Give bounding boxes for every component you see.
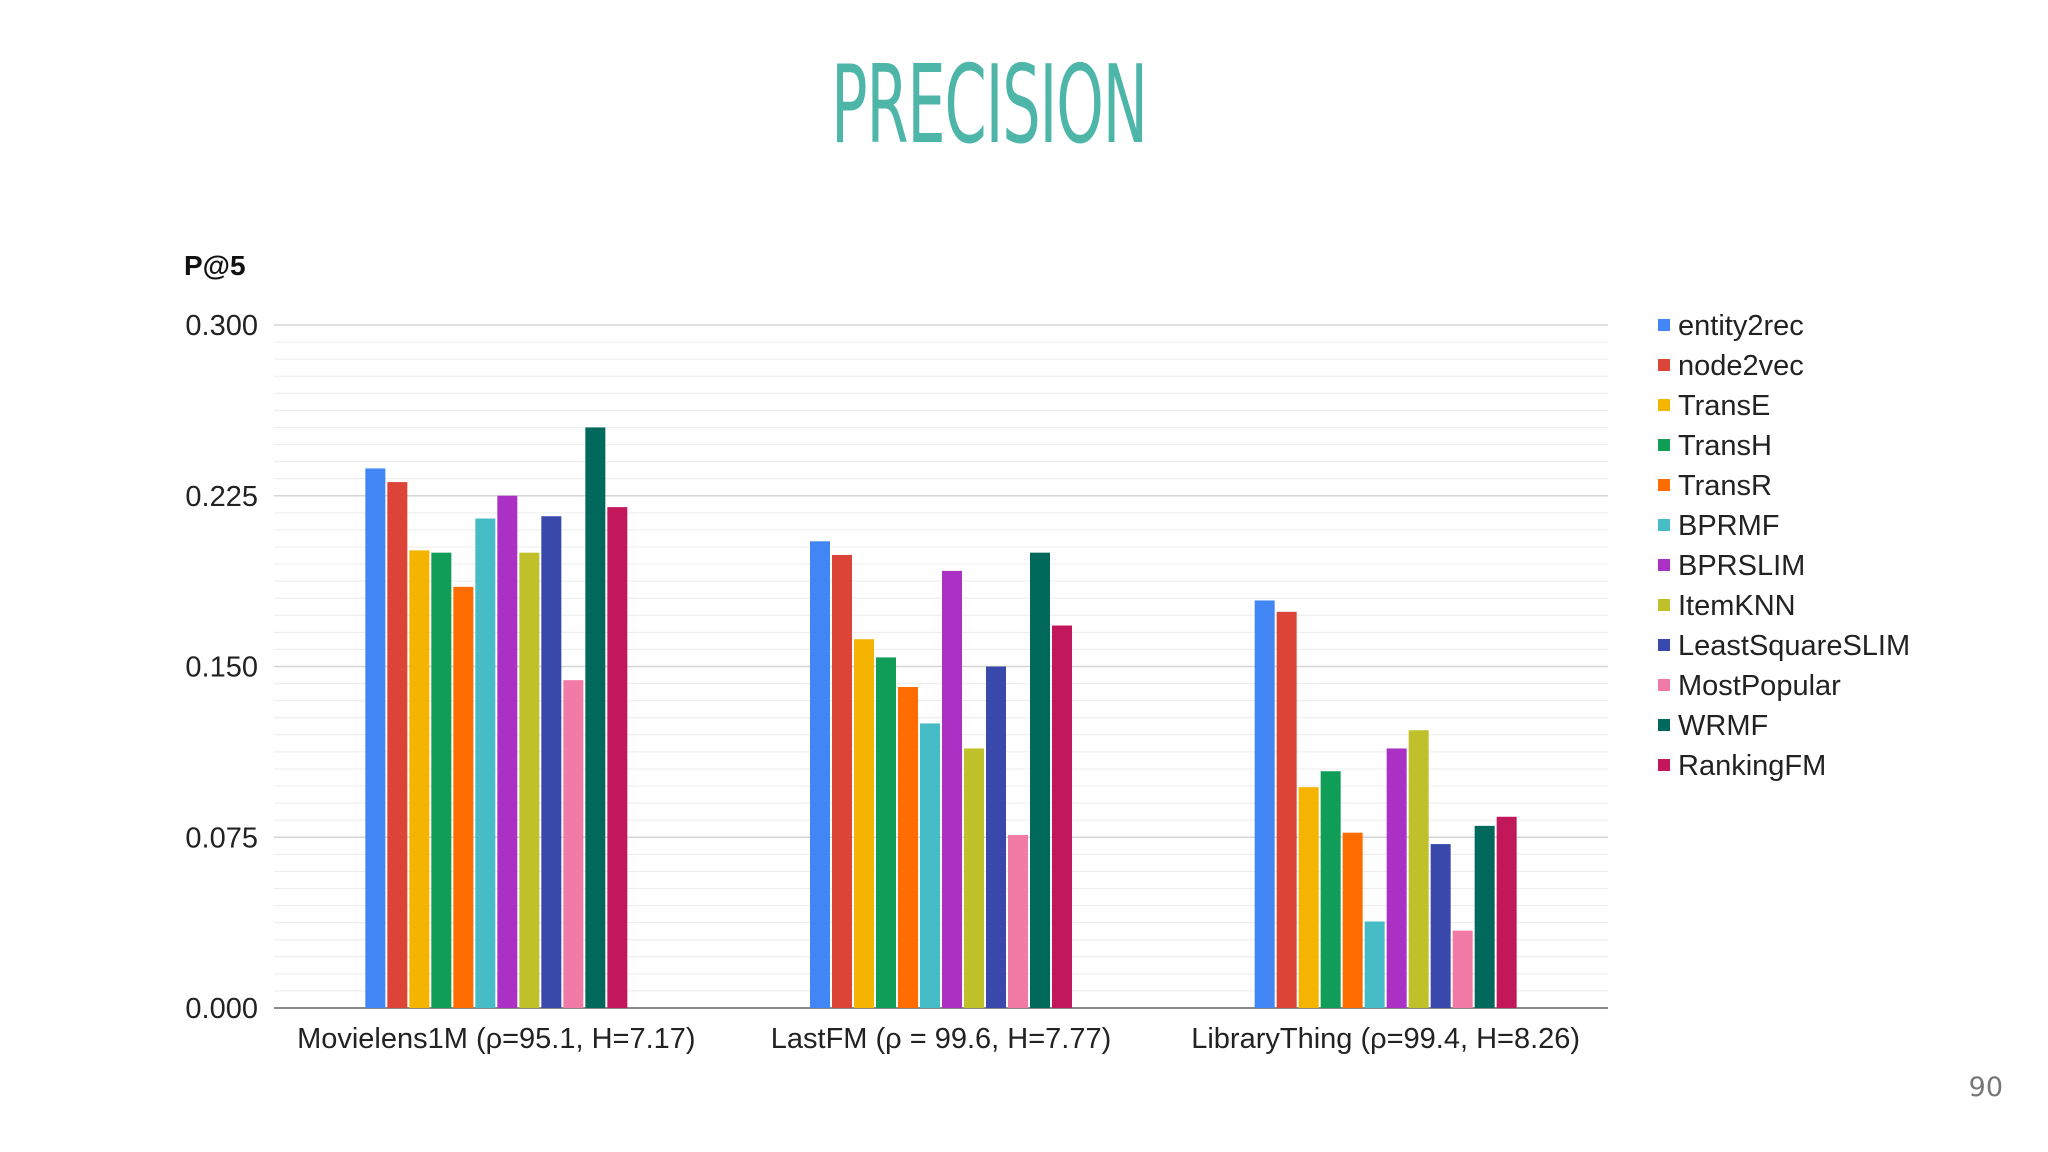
bar-bprslim — [1386, 748, 1407, 1008]
bar-transe — [854, 639, 874, 1008]
bar-transh — [1320, 771, 1341, 1008]
bar-transr — [1342, 832, 1363, 1008]
bar-wrmf — [1030, 552, 1050, 1008]
y-tick-label: 0.300 — [185, 310, 258, 342]
legend-label: node2vec — [1678, 350, 1804, 382]
legend-label: MostPopular — [1678, 670, 1841, 702]
legend-label: WRMF — [1678, 710, 1768, 742]
bar-transe — [409, 550, 430, 1008]
legend-label: BPRSLIM — [1678, 550, 1805, 582]
bar-entity2rec — [810, 541, 830, 1008]
bar-bprmf — [475, 518, 496, 1008]
legend-swatch — [1658, 439, 1670, 451]
bar-wrmf — [585, 427, 606, 1008]
bar-leastsquareslim — [541, 516, 562, 1008]
bar-entity2rec — [1254, 600, 1275, 1008]
bar-transh — [431, 552, 452, 1008]
legend-swatch — [1658, 559, 1670, 571]
bar-mostpopular — [1008, 834, 1028, 1008]
bar-entity2rec — [365, 468, 386, 1008]
y-tick-label: 0.225 — [185, 481, 258, 513]
bar-transr — [453, 586, 474, 1008]
y-axis-title: P@5 — [184, 250, 246, 281]
bar-bprslim — [942, 570, 962, 1008]
page-number: 90 — [1968, 1072, 2003, 1103]
legend-swatch — [1658, 639, 1670, 651]
slide-title: PRECISION — [831, 43, 1148, 168]
legend-swatch — [1658, 599, 1670, 611]
legend-label: ItemKNN — [1678, 590, 1796, 622]
bar-bprslim — [497, 495, 518, 1008]
legend-swatch — [1658, 359, 1670, 371]
bar-itemknn — [1408, 730, 1429, 1008]
bar-node2vec — [1276, 611, 1297, 1008]
x-axis-category-labels: Movielens1M (ρ=95.1, H=7.17) LastFM (ρ = … — [297, 1023, 1580, 1055]
legend-swatch — [1658, 679, 1670, 691]
legend-label: BPRMF — [1678, 510, 1780, 542]
bar-bprmf — [1364, 921, 1385, 1008]
legend-swatch — [1658, 399, 1670, 411]
bar-mostpopular — [563, 680, 584, 1008]
bar-node2vec — [832, 554, 852, 1008]
bar-leastsquareslim — [986, 666, 1006, 1008]
legend-swatch — [1658, 319, 1670, 331]
bar-node2vec — [387, 482, 408, 1009]
bar-itemknn — [964, 748, 984, 1008]
legend: entity2rec node2vec TransE TransH TransR BPRM… — [1658, 310, 1910, 782]
legend-label: TransH — [1678, 430, 1772, 462]
bar-rankingfm — [1496, 816, 1517, 1008]
gridlines — [274, 324, 1608, 992]
legend-swatch — [1658, 759, 1670, 771]
legend-swatch — [1658, 719, 1670, 731]
bar-wrmf — [1474, 825, 1495, 1008]
bar-transe — [1298, 787, 1319, 1008]
x-category-label: LibraryThing (ρ=99.4, H=8.26) — [1191, 1023, 1580, 1055]
legend-label: LeastSquareSLIM — [1678, 630, 1910, 662]
legend-swatch — [1658, 479, 1670, 491]
x-category-label: Movielens1M (ρ=95.1, H=7.17) — [297, 1023, 696, 1055]
bar-mostpopular — [1452, 930, 1473, 1008]
bars — [365, 427, 1517, 1009]
bar-itemknn — [519, 552, 540, 1008]
bar-transr — [898, 686, 918, 1008]
legend-label: entity2rec — [1678, 310, 1804, 342]
y-tick-label: 0.000 — [185, 993, 258, 1025]
x-category-label: LastFM (ρ = 99.6, H=7.77) — [771, 1023, 1111, 1055]
y-tick-label: 0.150 — [185, 652, 258, 684]
legend-label: TransR — [1678, 470, 1772, 502]
y-tick-label: 0.075 — [185, 822, 258, 854]
legend-swatch — [1658, 519, 1670, 531]
bar-rankingfm — [1052, 625, 1072, 1008]
bar-transh — [876, 657, 896, 1008]
legend-label: TransE — [1678, 390, 1770, 422]
bar-rankingfm — [607, 507, 628, 1008]
y-axis-ticks: 0.000 0.075 0.150 0.225 0.300 — [185, 310, 258, 1025]
legend-label: RankingFM — [1678, 750, 1826, 782]
bar-leastsquareslim — [1430, 844, 1451, 1008]
bar-bprmf — [920, 723, 940, 1008]
